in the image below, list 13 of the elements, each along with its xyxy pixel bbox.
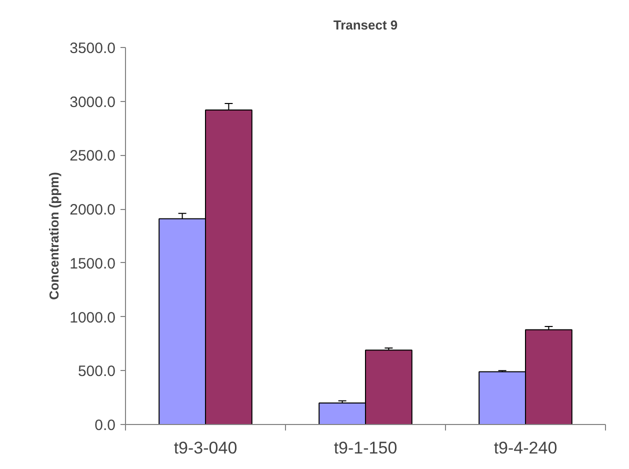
- y-tick-label: 2000.0: [70, 202, 116, 219]
- x-tick-label: t9-3-040: [174, 438, 238, 458]
- y-tick-label: 2500.0: [70, 148, 116, 165]
- y-tick-label: 500.0: [78, 363, 116, 380]
- y-tick-label: 0.0: [94, 417, 116, 434]
- y-tick-label: 3500.0: [70, 40, 116, 57]
- y-axis-title: Concentration (ppm): [46, 172, 62, 300]
- y-tick-label: 1000.0: [70, 309, 116, 326]
- y-tick-label: 3000.0: [70, 94, 116, 111]
- x-tick-label: t9-4-240: [494, 438, 558, 458]
- chart-title: Transect 9: [333, 18, 398, 32]
- x-tick-label: t9-1-150: [334, 438, 398, 458]
- y-tick-label: 1500.0: [70, 255, 116, 272]
